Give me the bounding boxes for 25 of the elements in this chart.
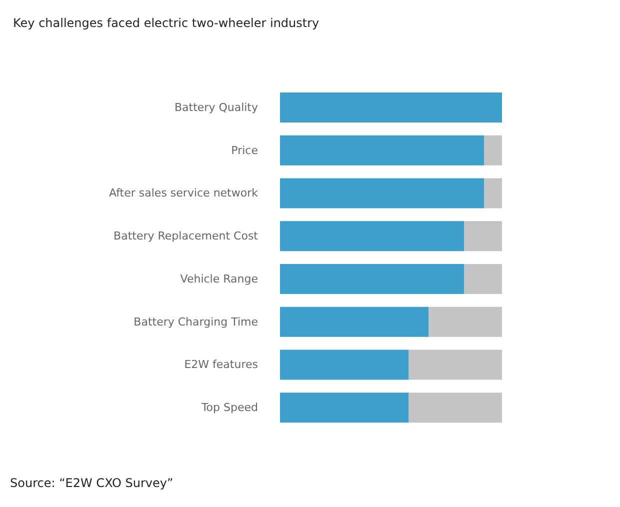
bar (428, 306, 502, 337)
bar (464, 264, 502, 294)
text: Key challenges faced electric two-wheeler industry (13, 16, 320, 30)
y-tick-label: Battery Replacement Cost (114, 230, 259, 243)
y-tick-label: Vehicle Range (180, 272, 258, 286)
bar (280, 178, 484, 208)
y-tick-label: E2W features (184, 358, 258, 372)
bar (408, 350, 502, 380)
bar (464, 221, 502, 252)
bar (280, 221, 464, 252)
bar (280, 350, 409, 380)
source-note: Source: “E2W CXO Survey” (10, 476, 174, 490)
bar (280, 264, 464, 294)
bar (280, 306, 429, 337)
bar (280, 135, 484, 166)
y-tick-label: Battery Charging Time (134, 315, 258, 328)
y-tick-label: After sales service network (108, 186, 259, 200)
bar (484, 178, 502, 208)
bar (280, 92, 502, 122)
bar (484, 135, 502, 166)
y-tick-label: Battery Quality (174, 100, 258, 114)
y-tick-label: Price (231, 144, 258, 157)
y-tick-label: Top Speed (200, 401, 258, 414)
bar (280, 392, 409, 423)
bar (408, 392, 502, 423)
